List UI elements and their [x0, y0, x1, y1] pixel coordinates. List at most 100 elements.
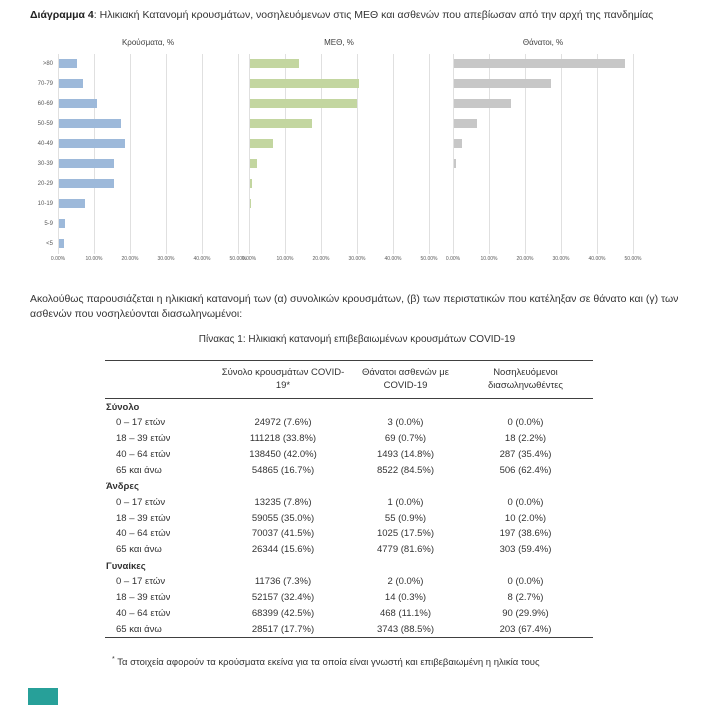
value-cell: 1 (0.0%)	[387, 496, 424, 508]
table-row: 40 – 64 ετών 138450 (42.0%) 1493 (14.8%) 28…	[105, 447, 593, 463]
y-axis-label: 5-9	[44, 221, 53, 227]
x-tick-label: 10.00%	[276, 256, 294, 262]
value-cell: 55 (0.9%)	[384, 512, 427, 524]
section-name: Σύνολο	[106, 401, 140, 413]
gridline	[453, 54, 454, 254]
x-tick-label: 50.00%	[420, 256, 438, 262]
bar	[59, 219, 66, 228]
y-axis-label: 70-79	[37, 81, 53, 87]
bar	[59, 179, 115, 188]
footnote-text: Τα στοιχεία αφορούν τα κρούσματα εκείνα …	[117, 657, 540, 669]
value-cell: 18 (2.2%)	[504, 433, 547, 445]
value-cell: 2 (0.0%)	[387, 576, 424, 588]
value-cell: 14 (0.3%)	[384, 592, 427, 604]
chart-panel: Θάνατοι, % 0.00% 10.00% 20.00% 30.00% 40.00% 5…	[446, 38, 642, 268]
bar	[454, 139, 462, 148]
value-cell: 59055 (35.0%)	[251, 512, 315, 524]
age-group-cell: 0 – 17 ετών	[116, 576, 166, 588]
bar	[250, 139, 274, 148]
value-cell: 8522 (84.5%)	[376, 464, 435, 476]
panel-title: ΜΕΘ, %	[324, 38, 354, 47]
table-row: 18 – 39 ετών 52157 (32.4%) 14 (0.3%) 8 (2.7…	[105, 590, 593, 606]
age-group-cell: 18 – 39 ετών	[116, 512, 171, 524]
value-cell: 0 (0.0%)	[507, 417, 544, 429]
section-name: Γυναίκες	[106, 560, 146, 572]
bar	[454, 59, 625, 68]
gridline	[525, 54, 526, 254]
gridline	[633, 54, 634, 254]
chart-panel: ΜΕΘ, % 0.00% 10.00% 20.00% 30.00% 40.00% 50.00…	[242, 38, 438, 268]
bar	[250, 119, 313, 128]
y-axis-label: 60-69	[37, 101, 53, 107]
value-cell: 468 (11.1%)	[379, 607, 432, 619]
table-row: 65 και άνω 54865 (16.7%) 8522 (84.5%) 506 (…	[105, 462, 593, 478]
header-total-cases: Σύνολο κρουσμάτων COVID-19*	[221, 367, 345, 392]
plot-area	[249, 54, 430, 254]
figure-caption: Διάγραμμα 4: Ηλικιακή Κατανομή κρουσμάτω…	[30, 8, 694, 22]
age-group-cell: 0 – 17 ετών	[116, 417, 166, 429]
gridline	[357, 54, 358, 254]
bar	[250, 159, 258, 168]
value-cell: 24972 (7.6%)	[254, 417, 312, 429]
intro-paragraph: Ακολούθως παρουσιάζεται η ηλικιακή καταν…	[30, 293, 679, 321]
value-cell: 70037 (41.5%)	[251, 528, 315, 540]
gridline	[202, 54, 203, 254]
x-tick-label: 20.00%	[121, 256, 139, 262]
value-cell: 11736 (7.3%)	[254, 576, 312, 588]
x-tick-label: 10.00%	[480, 256, 498, 262]
value-cell: 3 (0.0%)	[387, 417, 424, 429]
value-cell: 4779 (81.6%)	[376, 544, 435, 556]
value-cell: 138450 (42.0%)	[249, 448, 317, 460]
bar	[454, 159, 456, 168]
bar	[59, 139, 125, 148]
table-row: 0 – 17 ετών 24972 (7.6%) 3 (0.0%) 0 (0.0%)	[105, 415, 593, 431]
bar	[59, 239, 64, 248]
gridline	[94, 54, 95, 254]
age-group-cell: 0 – 17 ετών	[116, 496, 166, 508]
table-section-row: Σύνολο	[105, 398, 593, 415]
bar	[250, 79, 359, 88]
table-section-row: Άνδρες	[105, 478, 593, 494]
table-row: 40 – 64 ετών 70037 (41.5%) 1025 (17.5%) 197…	[105, 526, 593, 542]
y-axis-label: 40-49	[37, 141, 53, 147]
x-tick-label: 50.00%	[624, 256, 642, 262]
table-row: 18 – 39 ετών 59055 (35.0%) 55 (0.9%) 10 (2.…	[105, 510, 593, 526]
age-group-cell: 40 – 64 ετών	[116, 607, 171, 619]
value-cell: 0 (0.0%)	[507, 496, 544, 508]
value-cell: 26344 (15.6%)	[251, 544, 315, 556]
x-tick-label: 40.00%	[588, 256, 606, 262]
x-tick-label: 40.00%	[193, 256, 211, 262]
table-row: 65 και άνω 28517 (17.7%) 3743 (88.5%) 203 (…	[105, 621, 593, 637]
value-cell: 69 (0.7%)	[384, 433, 427, 445]
bar	[59, 99, 97, 108]
bar	[250, 99, 358, 108]
value-cell: 0 (0.0%)	[507, 576, 544, 588]
gridline	[249, 54, 250, 254]
table-row: 40 – 64 ετών 68399 (42.5%) 468 (11.1%) 90 (…	[105, 606, 593, 622]
x-tick-label: 50.00%	[229, 256, 247, 262]
y-axis-label: 30-39	[37, 161, 53, 167]
age-table-wrapper: Σύνολο κρουσμάτων COVID-19* Θάνατοι ασθε…	[105, 360, 593, 638]
chart-panels: Κρούσματα, % 0.00% 10.00% 20.00% 30.00% 40.00…	[51, 38, 642, 268]
value-cell: 303 (59.4%)	[499, 544, 552, 556]
footnote-marker: *	[112, 656, 115, 663]
value-cell: 287 (35.4%)	[499, 448, 552, 460]
age-distribution-chart: >80 70-79 60-69 50-59 40-49 30-39 20-29 10-19 5-…	[30, 38, 642, 268]
figure-caption-text: : Ηλικιακή Κατανομή κρουσμάτων, νοσηλευό…	[93, 9, 654, 21]
bar	[454, 119, 478, 128]
gridline	[429, 54, 430, 254]
gridline	[166, 54, 167, 254]
y-axis-label: <5	[46, 241, 53, 247]
age-group-cell: 40 – 64 ετών	[116, 528, 171, 540]
table-row: 0 – 17 ετών 11736 (7.3%) 2 (0.0%) 0 (0.0%)	[105, 574, 593, 590]
x-tick-label: 40.00%	[384, 256, 402, 262]
age-distribution-table: Σύνολο κρουσμάτων COVID-19* Θάνατοι ασθε…	[105, 360, 593, 638]
x-tick-label: 20.00%	[516, 256, 534, 262]
age-group-cell: 18 – 39 ετών	[116, 592, 171, 604]
gridline	[393, 54, 394, 254]
value-cell: 197 (38.6%)	[499, 528, 552, 540]
value-cell: 1025 (17.5%)	[376, 528, 435, 540]
bar	[250, 59, 299, 68]
bar	[250, 179, 252, 188]
